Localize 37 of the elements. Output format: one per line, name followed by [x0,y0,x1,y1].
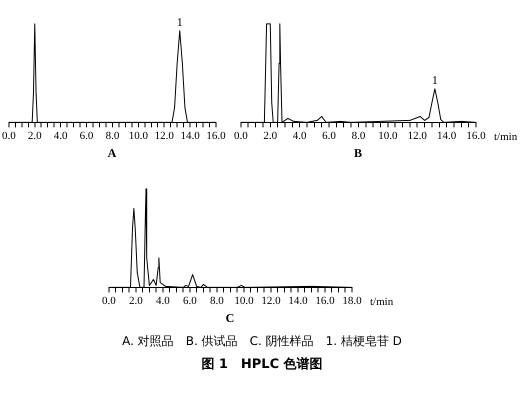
annotation: 1 [176,14,183,29]
text: A [108,146,117,160]
x-axis-title: t/min [370,296,394,308]
annotation: 1 [432,73,438,88]
x-tick-label: 0.0 [102,294,116,307]
x-axis-title: t/min [494,130,518,143]
x-tick-label: 8.0 [106,130,120,142]
x-tick-label: 12.0 [408,130,428,142]
x-tick-label: 4.0 [292,130,308,142]
x-tick-label: 4.0 [54,130,68,142]
x-tick-label: 14.0 [436,130,457,142]
x-tick-label: 10.0 [234,294,254,307]
x-tick-label: 8.0 [352,130,366,142]
x-tick-label: 14.0 [180,130,200,142]
x-tick-label: 0.0 [234,130,248,142]
x-tick-label: 10.0 [378,130,398,142]
x-tick-label: 2.0 [28,130,42,142]
x-tick-label: 18.0 [342,294,362,307]
text: C [226,310,234,325]
x-tick-label: 10.0 [128,130,148,142]
x-tick-label: 12.0 [261,294,282,307]
text: B [354,146,362,160]
x-tick-label: 6.0 [322,130,336,142]
x-tick-label: 6.0 [183,294,198,307]
x-tick-label: 4.0 [156,294,170,307]
x-tick-label: 2.0 [263,130,278,142]
x-tick-label: 2.0 [129,294,144,307]
x-tick-label: 16.0 [466,130,486,142]
x-tick-label: 12.0 [154,130,174,142]
x-tick-label: 6.0 [80,130,94,142]
text: A. 对照品 B. 供试品 C. 阴性样品 1. 桔梗皂苷 D [121,333,403,350]
x-tick-label: 16.0 [206,130,226,142]
x-tick-label: 0.0 [2,130,16,142]
x-tick-label: 14.0 [288,294,308,307]
x-tick-label: 8.0 [210,294,224,307]
x-tick-label: 16.0 [315,294,336,307]
caption: 图 1 HPLC 色谱图 [200,356,324,373]
